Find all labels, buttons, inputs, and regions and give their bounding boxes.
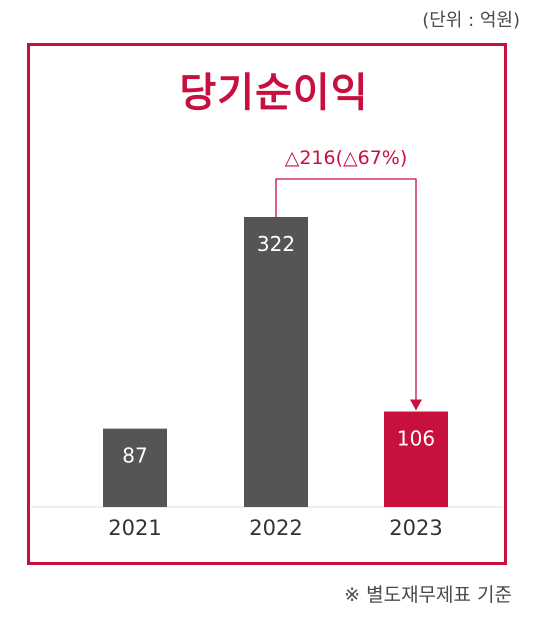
x-tick-2021: 2021 [108,516,161,540]
bar-2021 [103,428,167,507]
chart-title: 당기순이익 [179,70,369,116]
bar-2023 [384,411,448,507]
x-tick-2022: 2022 [249,516,302,540]
change-annotation: △216(△67%) [285,147,408,169]
footnote: ※ 별도재무제표 기준 [344,584,512,606]
change-bracket-line [275,178,417,402]
bar-2022 [244,217,308,507]
change-arrow-head [410,399,422,411]
unit-label: (단위 : 억원) [422,10,520,31]
chart-frame [27,43,507,565]
data-label-2022: 322 [257,232,295,256]
data-label-2021: 87 [122,444,147,468]
data-label-2023: 106 [397,427,435,451]
x-tick-2023: 2023 [389,516,442,540]
